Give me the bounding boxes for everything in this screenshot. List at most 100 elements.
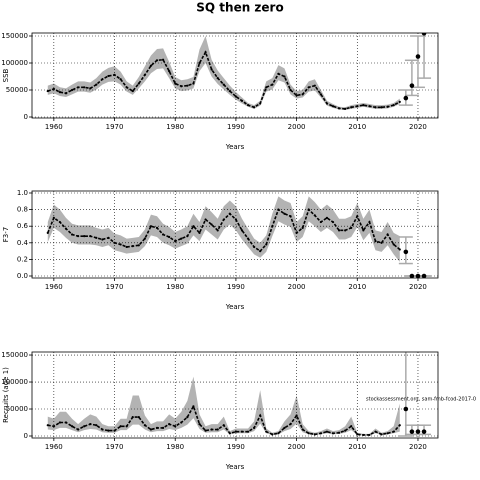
y-tick-label: 0.4 (17, 239, 29, 247)
y-tick-label: 50000 (6, 405, 28, 413)
y-tick-label: 150000 (1, 351, 28, 359)
point (344, 429, 347, 432)
point (58, 91, 62, 94)
point (380, 433, 383, 436)
point (398, 100, 401, 103)
y-axis-label: F3-7 (2, 227, 10, 242)
x-tick-label: 2020 (409, 123, 427, 131)
point (295, 414, 298, 417)
point (277, 72, 280, 75)
point (386, 105, 389, 108)
point (240, 229, 244, 232)
point (253, 106, 256, 109)
point (222, 83, 225, 86)
point (161, 233, 165, 236)
point (180, 237, 183, 240)
point (222, 218, 225, 221)
confidence-band (47, 36, 400, 110)
x-tick-label: 1960 (45, 283, 63, 291)
point (107, 74, 110, 78)
point (259, 102, 262, 105)
point (246, 430, 250, 433)
point (313, 84, 316, 87)
point (89, 87, 92, 90)
point (186, 235, 189, 238)
x-tick-label: 2000 (288, 443, 306, 451)
x-tick-label: 1990 (227, 123, 245, 131)
point (125, 245, 128, 249)
y-tick-label: 100000 (1, 378, 28, 386)
point (192, 225, 195, 228)
point (234, 95, 238, 98)
point (210, 428, 213, 431)
point (246, 104, 250, 107)
point (198, 231, 201, 234)
point (95, 424, 98, 427)
x-tick-label: 2000 (288, 283, 306, 291)
point (77, 86, 80, 89)
point (46, 231, 49, 234)
plot-frame (31, 32, 439, 119)
point (228, 432, 231, 435)
point (289, 423, 292, 426)
projection-point (409, 83, 415, 88)
x-tick-label: 1960 (45, 443, 63, 451)
point (113, 429, 116, 432)
x-tick-label: 2010 (348, 443, 366, 451)
projection-point (403, 406, 409, 412)
point (313, 214, 316, 217)
point (344, 229, 347, 232)
point (259, 250, 262, 253)
point (70, 233, 74, 236)
projection-point (415, 54, 421, 59)
point (149, 64, 153, 67)
point (295, 231, 298, 234)
y-tick-label: 0.0 (17, 272, 28, 280)
point (246, 237, 250, 240)
point (307, 432, 310, 435)
point (331, 220, 335, 224)
point (289, 88, 292, 92)
point (325, 216, 329, 219)
point (325, 430, 329, 433)
point (271, 225, 274, 228)
point (356, 433, 359, 436)
point (155, 59, 159, 62)
point (46, 89, 49, 93)
point (253, 426, 256, 430)
point (307, 86, 310, 89)
point (198, 423, 201, 426)
point (89, 235, 92, 238)
point (89, 423, 92, 426)
point (198, 61, 201, 65)
point (216, 428, 219, 431)
confidence-band (47, 376, 400, 436)
x-tick-label: 2010 (348, 283, 366, 291)
point (119, 425, 122, 428)
point (143, 237, 146, 240)
point (83, 235, 86, 238)
point (392, 243, 395, 246)
point (228, 89, 231, 93)
point (295, 94, 298, 97)
x-tick-label: 2000 (288, 123, 306, 131)
point (374, 106, 377, 109)
point (319, 93, 322, 96)
point (83, 86, 86, 89)
point (131, 89, 134, 93)
point (155, 426, 159, 430)
point (77, 235, 80, 238)
point (228, 212, 231, 215)
x-tick-label: 1980 (166, 443, 184, 451)
x-tick-label: 1970 (106, 283, 124, 291)
point (95, 83, 98, 86)
projection-point (421, 33, 427, 36)
point (216, 77, 219, 80)
point (344, 107, 347, 110)
point (186, 84, 189, 87)
x-tick-label: 1990 (227, 283, 245, 291)
y-axis-label: Recruits (age 1) (2, 367, 10, 423)
y-tick-label: 100000 (1, 59, 28, 67)
figure-title: SQ then zero (196, 1, 283, 15)
